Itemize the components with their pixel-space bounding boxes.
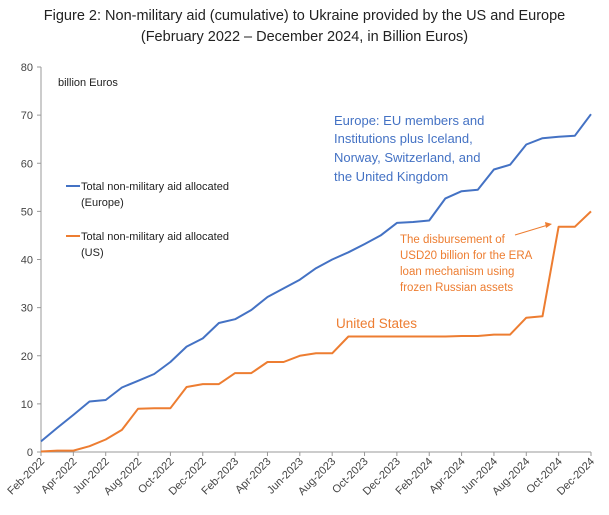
y-tick-label: 60 bbox=[21, 158, 33, 170]
annotation-us: United States bbox=[336, 316, 417, 331]
series-line-us bbox=[40, 210, 592, 453]
y-axis-unit-label: billion Euros bbox=[58, 77, 118, 89]
legend: Total non-military aid allocated (Europe… bbox=[66, 181, 229, 259]
y-tick-label: 30 bbox=[21, 303, 33, 315]
annotation-era-arrowhead bbox=[545, 222, 552, 228]
chart-title-block: Figure 2: Non-military aid (cumulative) … bbox=[0, 6, 609, 48]
legend-label-europe-line2: (Europe) bbox=[81, 197, 124, 209]
annotation-era-line1: The disbursement of bbox=[400, 234, 506, 246]
annotation-era-line2: USD20 billion for the ERA bbox=[400, 250, 533, 262]
annotation-europe: Europe: EU members and Institutions plus… bbox=[334, 113, 484, 184]
series-line-europe bbox=[40, 113, 592, 443]
annotation-era-line4: frozen Russian assets bbox=[400, 282, 513, 294]
annotation-europe-line2: Institutions plus Iceland, bbox=[334, 131, 473, 146]
y-tick-label: 20 bbox=[21, 351, 33, 363]
annotation-era-line3: loan mechanism using bbox=[400, 266, 514, 278]
legend-label-us-line2: (US) bbox=[81, 247, 104, 259]
annotation-europe-line1: Europe: EU members and bbox=[334, 113, 484, 128]
y-tick-label: 50 bbox=[21, 206, 33, 218]
series-lines bbox=[40, 113, 592, 453]
chart-title: Figure 2: Non-military aid (cumulative) … bbox=[43, 8, 566, 24]
annotation-era: The disbursement of USD20 billion for th… bbox=[400, 222, 552, 294]
chart-subtitle: (February 2022 – December 2024, in Billi… bbox=[140, 29, 469, 45]
y-tick-label: 10 bbox=[21, 399, 33, 411]
y-axis-ticks: 0 10 20 30 40 50 60 70 80 bbox=[21, 62, 41, 459]
y-tick-label: 0 bbox=[27, 447, 33, 459]
annotation-era-arrow-shaft bbox=[514, 224, 549, 236]
x-axis-ticks: Feb-2022Apr-2022Jun-2022Aug-2022Oct-2022… bbox=[5, 452, 597, 498]
annotation-europe-line4: the United Kingdom bbox=[334, 169, 448, 184]
x-tick-label: Feb-2022 bbox=[5, 456, 47, 498]
y-tick-label: 70 bbox=[21, 110, 33, 122]
legend-label-us-line1: Total non-military aid allocated bbox=[81, 231, 229, 243]
y-tick-label: 80 bbox=[21, 62, 33, 74]
y-tick-label: 40 bbox=[21, 255, 33, 267]
legend-label-europe-line1: Total non-military aid allocated bbox=[81, 181, 229, 193]
annotation-europe-line3: Norway, Switzerland, and bbox=[334, 150, 480, 165]
